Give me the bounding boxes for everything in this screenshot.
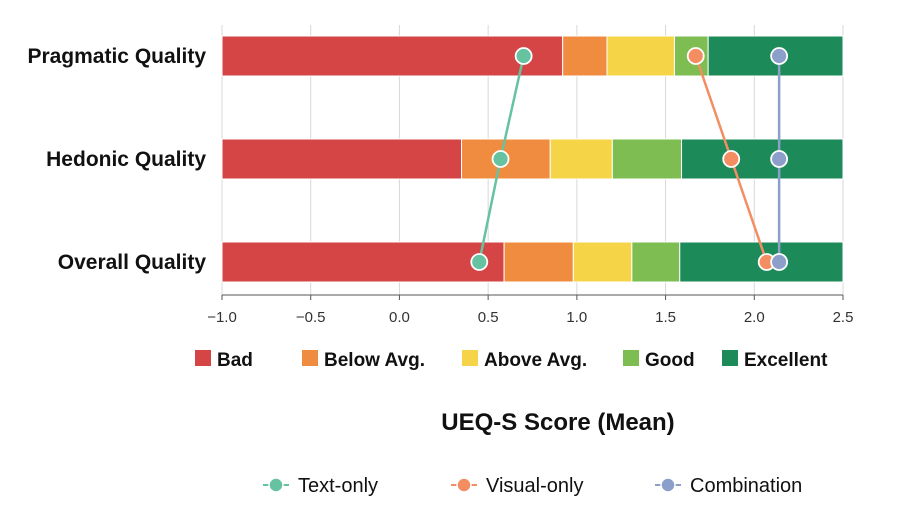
band-excellent-bar: [681, 138, 844, 180]
legend-label: Good: [645, 350, 695, 371]
series-text-only-point: [491, 150, 510, 168]
band-bad-bar: [221, 241, 505, 283]
legend-label: Above Avg.: [484, 350, 587, 371]
benchmark-bands: [221, 35, 844, 283]
legend-label: Visual-only: [486, 475, 583, 497]
series-legend: Text-only Visual-only Combination: [263, 475, 802, 497]
series-visual-only-point: [722, 150, 741, 168]
x-axis: −1.0 −0.5 0.0 0.5 1.0 1.5 2.0 2.5: [207, 294, 854, 326]
legend-marker: [268, 477, 284, 493]
band-bad-bar: [221, 35, 564, 77]
x-tick-label: −0.5: [296, 309, 326, 326]
series-lines: [470, 47, 789, 271]
band-below-avg-bar: [503, 241, 574, 283]
band-above-avg-bar: [606, 35, 675, 77]
legend-swatch: [623, 350, 639, 366]
legend-marker: [456, 477, 472, 493]
category-label: Hedonic Quality: [46, 148, 206, 171]
band-above-avg-bar: [549, 138, 613, 180]
band-good-bar: [631, 241, 681, 283]
legend-swatch: [462, 350, 478, 366]
band-above-avg-bar: [572, 241, 633, 283]
band-below-avg-bar: [562, 35, 608, 77]
legend-marker: [660, 477, 676, 493]
x-tick-label: 2.5: [833, 309, 854, 326]
x-axis-label: UEQ-S Score (Mean): [441, 409, 674, 436]
legend-label: Excellent: [744, 350, 828, 371]
series-text-only-point: [470, 253, 489, 271]
legend-label: Bad: [217, 350, 253, 371]
band-good-bar: [611, 138, 683, 180]
series-combination-point: [770, 253, 789, 271]
legend-swatch: [722, 350, 738, 366]
legend-label: Combination: [690, 475, 802, 497]
legend-label: Below Avg.: [324, 350, 425, 371]
category-labels: Pragmatic Quality Hedonic Quality Overall …: [27, 45, 206, 274]
legend-swatch: [302, 350, 318, 366]
x-tick-label: 1.0: [566, 309, 587, 326]
x-tick-label: 0.5: [478, 309, 499, 326]
legend-swatch: [195, 350, 211, 366]
x-tick-label: 2.0: [744, 309, 765, 326]
x-tick-label: 1.5: [655, 309, 676, 326]
legend-label: Text-only: [298, 475, 378, 497]
series-text-only-point: [514, 47, 533, 65]
band-bad-bar: [221, 138, 463, 180]
series-combination-point: [770, 47, 789, 65]
category-label: Overall Quality: [58, 251, 207, 274]
band-legend: Bad Below Avg. Above Avg. Good Excellent: [195, 350, 828, 371]
x-tick-label: 0.0: [389, 309, 410, 326]
category-label: Pragmatic Quality: [27, 45, 206, 68]
x-tick-label: −1.0: [207, 309, 237, 326]
series-visual-only-point: [686, 47, 705, 65]
series-combination-point: [770, 150, 789, 168]
